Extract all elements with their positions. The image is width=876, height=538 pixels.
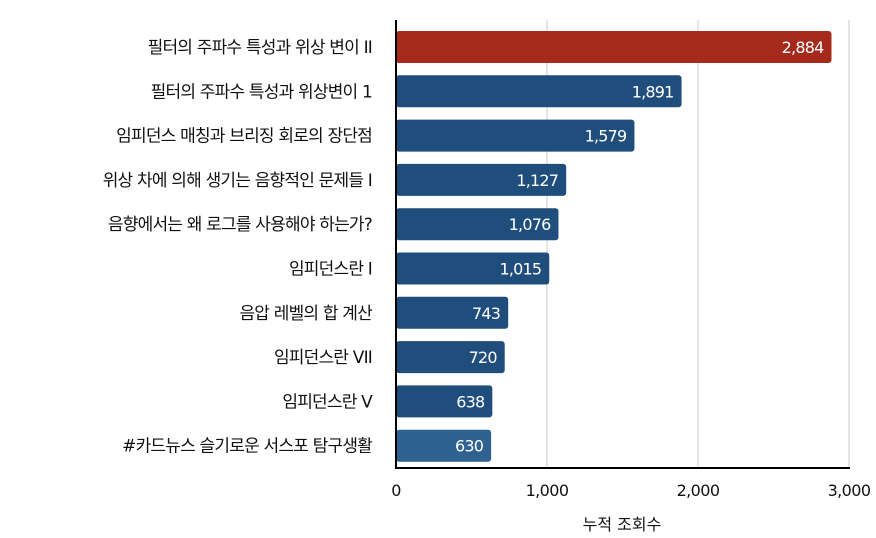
bar	[396, 341, 505, 374]
bar-value-label: 743	[472, 304, 500, 323]
category-label: 필터의 주파수 특성과 위상변이 1	[151, 82, 372, 102]
category-label: 음향에서는 왜 로그를 사용해야 하는가?	[108, 215, 372, 235]
bar-value-label: 720	[469, 348, 498, 367]
x-axis-title: 누적 조회수	[583, 515, 662, 534]
x-tick-label: 3,000	[828, 481, 871, 500]
bar	[396, 75, 682, 108]
bar	[396, 119, 635, 152]
bar	[396, 296, 509, 329]
x-tick-label: 1,000	[526, 481, 569, 500]
bar	[396, 31, 832, 63]
bar-value-label: 638	[456, 392, 485, 411]
bar-value-label: 1,127	[516, 171, 558, 190]
category-label: #카드뉴스 슬기로운 서스포 탐구생활	[122, 437, 372, 457]
bar-value-label: 1,076	[509, 215, 551, 234]
x-tick-label: 0	[391, 481, 401, 500]
category-labels: 필터의 주파수 특성과 위상 변이 II 필터의 주파수 특성과 위상변이 1 임피…	[103, 38, 374, 457]
bar-value-label: 1,579	[585, 127, 627, 146]
bar-value-label: 1,891	[632, 82, 674, 101]
category-label: 임피던스란 VII	[274, 348, 372, 368]
bar	[396, 208, 559, 241]
bar-value-label: 630	[455, 437, 484, 456]
x-tick-labels: 0 1,000 2,000 3,000	[391, 481, 871, 500]
category-label: 필터의 주파수 특성과 위상 변이 II	[148, 38, 372, 58]
category-label: 임피던스란 V	[282, 392, 373, 412]
bar-value-label: 1,015	[499, 260, 541, 279]
category-label: 임피던스란 I	[289, 260, 372, 280]
category-label: 임피던스 매칭과 브리징 회로의 장단점	[116, 127, 372, 147]
category-label: 음압 레벨의 합 계산	[239, 304, 373, 324]
bar	[396, 252, 550, 285]
bars: 2,884 1,891 1,579 1,127 1,076 1,015 743 720 638 6…	[396, 31, 832, 462]
x-tick-label: 2,000	[677, 481, 720, 500]
category-label: 위상 차에 의해 생기는 음향적인 문제들 I	[103, 171, 372, 191]
bar	[396, 163, 567, 196]
bar-value-label: 2,884	[782, 38, 824, 57]
bar	[396, 385, 493, 418]
bar	[396, 429, 492, 462]
